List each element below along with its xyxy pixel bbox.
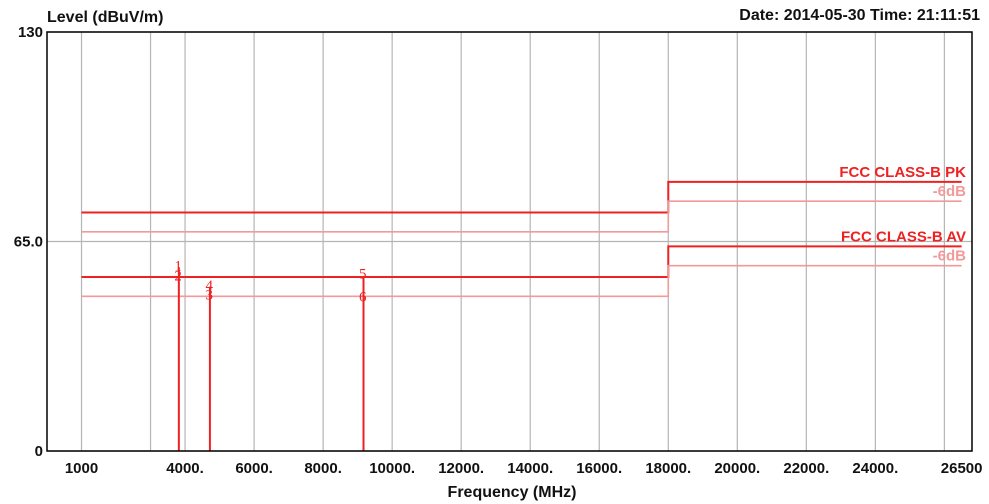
limit-line-label: FCC CLASS-B AV <box>841 228 966 245</box>
limit-lines <box>81 180 962 298</box>
x-tick-label: 1000 <box>65 460 98 477</box>
y-tick-label: 130 <box>18 24 43 41</box>
marker-label: 5 <box>359 267 367 283</box>
tick-labels: 1000 4000. 6000. 8000. 10000. 12000. 14000. 160… <box>14 24 983 477</box>
x-axis-label: Frequency (MHz) <box>448 484 577 501</box>
limit-line-label: -6dB <box>933 248 967 265</box>
date-time-label: Date: 2014-05-30 Time: 21:11:51 <box>739 7 980 24</box>
limit-line <box>81 200 962 233</box>
marker-label: 6 <box>359 289 367 305</box>
x-tick-label: 22000. <box>783 460 829 477</box>
signal-lines <box>177 267 365 451</box>
marker-label: 2 <box>174 268 182 284</box>
limit-line-label: FCC CLASS-B PK <box>839 164 966 181</box>
y-tick-label: 65.0 <box>14 234 43 251</box>
limit-line <box>81 245 962 278</box>
x-tick-label: 14000. <box>507 460 553 477</box>
x-tick-label: 24000. <box>852 460 898 477</box>
x-tick-label: 12000. <box>438 460 484 477</box>
x-tick-label: 18000. <box>645 460 691 477</box>
limit-line-label: -6dB <box>933 183 967 200</box>
y-tick-label: 0 <box>35 443 43 460</box>
limit-line-labels: FCC CLASS-B PK -6dB FCC CLASS-B AV -6dB <box>839 164 966 265</box>
x-tick-label: 4000. <box>166 460 204 477</box>
x-tick-label: 10000. <box>369 460 415 477</box>
plot-frame <box>46 31 973 452</box>
marker-label: 1 <box>174 259 182 275</box>
x-tick-label: 26500 <box>941 460 983 477</box>
limit-line <box>81 264 962 298</box>
marker-label: 3 <box>205 288 213 304</box>
x-tick-label: 20000. <box>714 460 760 477</box>
x-tick-label: 6000. <box>235 460 273 477</box>
y-axis-label: Level (dBuV/m) <box>47 9 163 26</box>
grid-lines <box>47 31 972 452</box>
limit-line <box>81 180 962 214</box>
plot-frame-border <box>46 31 973 452</box>
marker-label: 4 <box>205 278 213 294</box>
x-tick-label: 8000. <box>304 460 342 477</box>
x-tick-label: 16000. <box>576 460 622 477</box>
